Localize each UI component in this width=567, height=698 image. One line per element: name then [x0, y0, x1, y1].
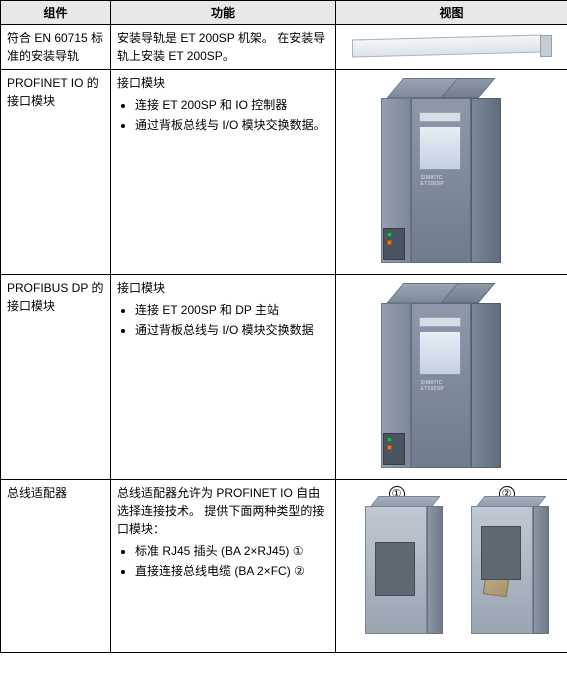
module-brand-label: SIMATIC ET200SP [419, 379, 461, 395]
view-cell: SIMATIC ET200SP [336, 70, 567, 275]
component-cell: PROFIBUS DP 的接口模块 [1, 275, 111, 480]
table-header-row: 组件 功能 视图 [1, 1, 567, 25]
header-component: 组件 [1, 1, 111, 25]
table-row: 总线适配器 总线适配器允许为 PROFINET IO 自由选择连接技术。 提供下… [1, 480, 567, 653]
function-bullets: 连接 ET 200SP 和 DP 主站 通过背板总线与 I/O 模块交换数据 [135, 301, 329, 339]
component-cell: PROFINET IO 的接口模块 [1, 70, 111, 275]
components-table: 组件 功能 视图 符合 EN 60715 标准的安装导轨 安装导轨是 ET 20… [0, 0, 567, 653]
bullet-item: 连接 ET 200SP 和 DP 主站 [135, 301, 329, 319]
component-cell: 总线适配器 [1, 480, 111, 653]
interface-module-icon: SIMATIC ET200SP [377, 283, 527, 473]
table-row: PROFINET IO 的接口模块 接口模块 连接 ET 200SP 和 IO … [1, 70, 567, 275]
bullet-item: 通过背板总线与 I/O 模块交换数据。 [135, 116, 329, 134]
led-orange-icon [387, 445, 392, 450]
bullet-item: 通过背板总线与 I/O 模块交换数据 [135, 321, 329, 339]
header-view: 视图 [336, 1, 567, 25]
table-row: 符合 EN 60715 标准的安装导轨 安装导轨是 ET 200SP 机架。 在… [1, 25, 567, 70]
view-cell: SIMATIC ET200SP [336, 275, 567, 480]
function-bullets: 标准 RJ45 插头 (BA 2×RJ45) ① 直接连接总线电缆 (BA 2×… [135, 542, 329, 580]
function-intro: 接口模块 [117, 76, 165, 90]
module-brand-label: SIMATIC ET200SP [419, 174, 461, 190]
function-bullets: 连接 ET 200SP 和 IO 控制器 通过背板总线与 I/O 模块交换数据。 [135, 96, 329, 134]
bullet-item: 连接 ET 200SP 和 IO 控制器 [135, 96, 329, 114]
table-row: PROFIBUS DP 的接口模块 接口模块 连接 ET 200SP 和 DP … [1, 275, 567, 480]
bullet-item: 标准 RJ45 插头 (BA 2×RJ45) ① [135, 542, 329, 560]
mounting-rail-icon [352, 31, 552, 63]
function-intro: 总线适配器允许为 PROFINET IO 自由选择连接技术。 提供下面两种类型的… [117, 486, 324, 536]
function-cell: 接口模块 连接 ET 200SP 和 DP 主站 通过背板总线与 I/O 模块交… [111, 275, 336, 480]
bullet-item: 直接连接总线电缆 (BA 2×FC) ② [135, 562, 329, 580]
led-green-icon [387, 437, 392, 442]
view-cell [336, 25, 567, 70]
function-intro: 安装导轨是 ET 200SP 机架。 在安装导轨上安装 ET 200SP。 [117, 31, 325, 63]
component-cell: 符合 EN 60715 标准的安装导轨 [1, 25, 111, 70]
function-intro: 接口模块 [117, 281, 165, 295]
view-cell: ① ② [336, 480, 567, 653]
function-cell: 接口模块 连接 ET 200SP 和 IO 控制器 通过背板总线与 I/O 模块… [111, 70, 336, 275]
interface-module-icon: SIMATIC ET200SP [377, 78, 527, 268]
function-cell: 总线适配器允许为 PROFINET IO 自由选择连接技术。 提供下面两种类型的… [111, 480, 336, 653]
led-green-icon [387, 232, 392, 237]
led-orange-icon [387, 240, 392, 245]
bus-adapter-icon: ① ② [347, 486, 557, 646]
function-cell: 安装导轨是 ET 200SP 机架。 在安装导轨上安装 ET 200SP。 [111, 25, 336, 70]
header-function: 功能 [111, 1, 336, 25]
